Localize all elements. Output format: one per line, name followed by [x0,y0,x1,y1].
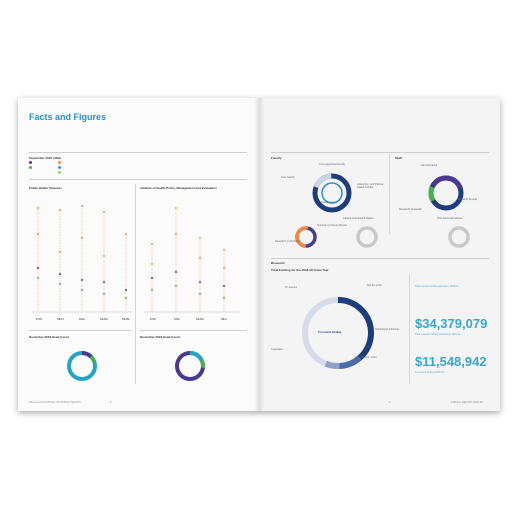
faculty-label: University- and Partner-based Faculty [357,183,385,189]
faculty-label: Tenured or Tenure Stream [317,224,348,227]
legend-dot [58,161,61,164]
legend-dot [58,171,61,174]
faculty-title: Faculty [271,156,282,160]
staff-label: Research Associate [399,208,422,211]
funding-label: Corporate [271,348,283,351]
divider [140,330,247,331]
tri-council-caption: Tri-council funding 2018-19 [415,371,444,374]
group-label: MHSc [100,317,109,321]
legend-dot [29,161,32,164]
divider [271,152,489,153]
chart-title-phs: Public Health Sciences [29,186,62,190]
funding-center-label: Tri-council funding [318,331,342,334]
headcount-donut-ihpme [175,351,205,381]
faculty-label: Research or Professor [275,240,301,243]
group-label: PhD [36,317,43,321]
legend-dot [58,166,61,169]
staff-title: Staff [395,156,402,160]
column-divider [389,154,390,234]
divider [29,179,247,180]
left-page: Facts and Figures September 2018 | Male … [18,98,259,411]
clinical-donut [356,226,378,248]
group-label: MSc [79,317,86,321]
faculty-donut [312,173,352,213]
funding-note: Total research funding awarded in 2018-1… [415,286,489,289]
footer-right: ANNUAL REPORT 2018-19 [451,401,483,404]
funding-label: Tri-council [285,286,297,289]
group-label: MHSt [122,317,130,321]
divider [29,152,247,153]
staff-label: Administrative [421,164,438,167]
right-page: Faculty Staff Core appointed faculty Cor… [259,98,500,411]
divider [271,258,489,259]
staff-donut [428,175,464,211]
total-funding-figure: $34,379,079 [415,316,488,331]
faculty-label: Clinical & Retired & Status [343,217,374,220]
group-label: MPH [57,317,64,321]
sep-header: September 2018 | Male [29,156,62,160]
group-label: MHSc [196,317,205,321]
footer-left: DALLA LANA SCHOOL OF PUBLIC HEALTH [29,401,81,404]
legend-dot [29,166,32,169]
chart-title-ihpme: Institute of Health Policy, Management a… [140,186,217,190]
funding-note-line: Total research funding awarded in 2018-1… [415,286,459,288]
funding-label: Government, other [355,356,377,359]
headcount-title-ihpme: November 2018 Head Count [140,335,180,339]
tri-council-figure: $11,548,942 [415,354,487,369]
funding-donut [302,297,374,369]
divider [29,330,131,331]
tenure-donut [295,226,317,248]
ihpme-group-labels: PhD MSc MHSc MHI [150,317,227,321]
headcount-donut-phs [67,351,97,381]
research-title: Research [271,261,285,265]
page-number-right: 9 [389,401,391,404]
faculty-label: Core appointed faculty [319,163,345,166]
phs-lollipop-chart [32,205,132,313]
column-divider [135,184,136,384]
faculty-label: Status-only [321,201,334,204]
total-funding-caption: Total research funding awarded in 2018-1… [415,333,461,336]
page-number-left: 8 [110,401,112,404]
staff-label: Post-Doctoral Fellows [437,217,463,220]
phs-group-labels: PhD MPH MSc MHSc MHSt [36,317,130,321]
staff-label: Research (Grant) [457,198,478,201]
funding-label: Institutional initiatives [375,328,400,331]
funding-label: Not-for-profit [367,284,382,287]
headcount-title-phs: November 2018 Head Count [29,335,69,339]
column-divider [409,274,410,384]
funding-title: Total Funding for the 2018-19 Grant Year [271,268,329,272]
report-spread: Facts and Figures September 2018 | Male … [18,98,500,411]
group-label: MSc [174,317,181,321]
postdoc-donut [448,226,470,248]
page-title: Facts and Figures [29,112,107,122]
group-label: PhD [150,317,157,321]
group-label: MHI [221,317,227,321]
gutter-shadow [254,98,264,411]
faculty-label: Core faculty [281,176,295,179]
ihpme-lollipop-chart [144,207,240,313]
